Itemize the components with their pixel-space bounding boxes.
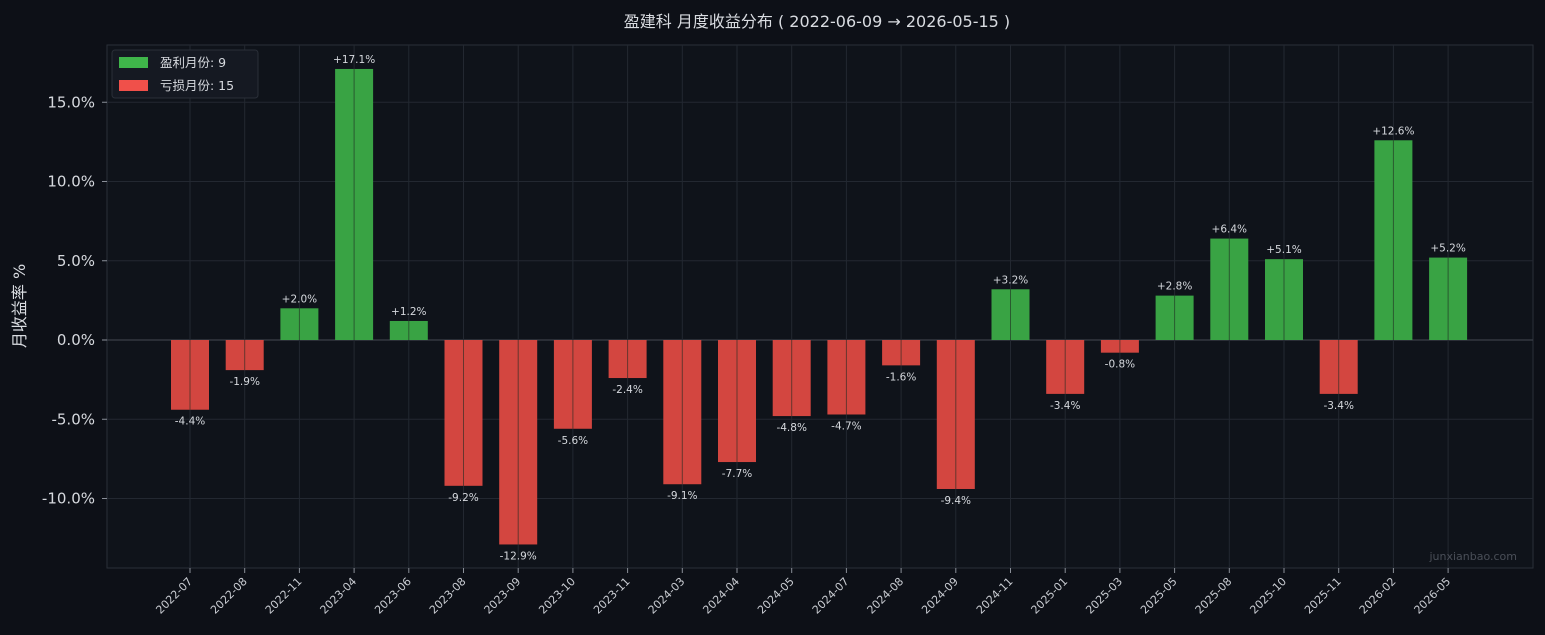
y-tick-label: 5.0% (57, 252, 95, 270)
legend-swatch-profit (119, 57, 148, 68)
data-label-2023-10: -5.6% (558, 435, 588, 447)
data-label-2026-02: +12.6% (1372, 125, 1414, 137)
data-labels: -4.4% -1.9% +2.0% +17.1% +1.2% -9.2% -12.9% -5.… (175, 54, 1466, 563)
legend-swatch-loss (119, 80, 148, 91)
data-label-2024-04: -7.7% (722, 468, 752, 480)
data-label-2023-06: +1.2% (391, 306, 426, 318)
data-label-2023-04: +17.1% (333, 54, 375, 66)
data-label-2025-11: -3.4% (1323, 400, 1353, 412)
data-label-2025-05: +2.8% (1157, 281, 1192, 293)
data-label-2024-03: -9.1% (667, 490, 697, 502)
y-tick-label: -10.0% (42, 490, 95, 508)
data-label-2024-08: -1.6% (886, 371, 916, 383)
bars (171, 68, 1468, 545)
legend-box (111, 49, 259, 99)
legend-label-loss: 亏损月份: 15 (160, 78, 234, 93)
watermark: junxianbao.com (1428, 550, 1517, 563)
y-tick-label: -5.0% (51, 410, 95, 428)
data-label-2024-11: +3.2% (993, 274, 1028, 286)
data-label-2025-03: -0.8% (1105, 359, 1135, 371)
y-tick-label: 10.0% (47, 173, 95, 191)
data-label-2024-07: -4.7% (831, 420, 861, 432)
data-label-2026-05: +5.2% (1430, 243, 1465, 255)
data-label-2023-09: -12.9% (500, 550, 537, 562)
data-label-2023-08: -9.2% (448, 492, 478, 504)
legend: 盈利月份: 9 亏损月份: 15 (111, 49, 259, 99)
chart-title: 盈建科 月度收益分布 ( 2022-06-09 → 2026-05-15 ) (624, 12, 1010, 31)
data-label-2025-08: +6.4% (1212, 224, 1247, 236)
y-tick-label: 15.0% (47, 93, 95, 111)
data-label-2024-05: -4.8% (776, 422, 806, 434)
legend-label-profit: 盈利月份: 9 (160, 55, 226, 70)
data-label-2022-08: -1.9% (229, 376, 259, 388)
data-label-2025-01: -3.4% (1050, 400, 1080, 412)
data-label-2024-09: -9.4% (941, 495, 971, 507)
data-label-2022-07: -4.4% (175, 416, 205, 428)
data-label-2022-11: +2.0% (282, 293, 317, 305)
y-axis-ticks: -10.0% -5.0% 0.0% 5.0% 10.0% 15.0% (42, 93, 107, 508)
y-tick-label: 0.0% (57, 331, 95, 349)
plot-area (106, 44, 1534, 569)
data-label-2025-10: +5.1% (1266, 244, 1301, 256)
y-axis-label: 月收益率 % (10, 264, 29, 348)
data-label-2023-11: -2.4% (612, 384, 642, 396)
